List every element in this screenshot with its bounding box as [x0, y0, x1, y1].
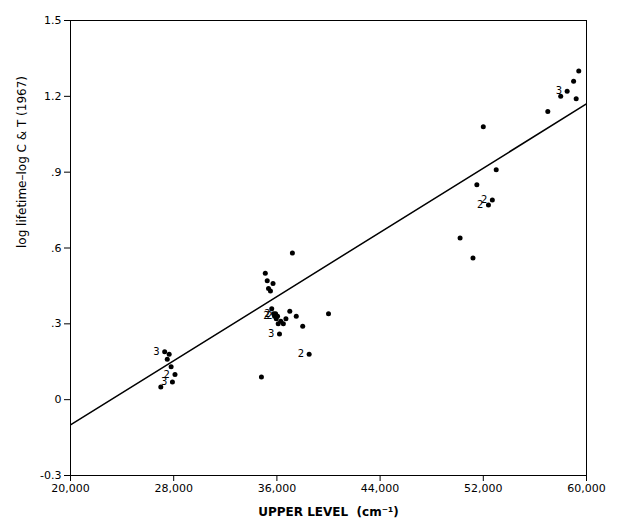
svg-text:1.2: 1.2 — [44, 90, 62, 103]
svg-text:-0.3: -0.3 — [40, 469, 61, 482]
svg-text:20,000: 20,000 — [51, 482, 90, 495]
svg-text:3: 3 — [556, 85, 562, 96]
svg-text:3: 3 — [161, 376, 168, 388]
svg-text:3: 3 — [153, 346, 159, 357]
svg-text:.6: .6 — [51, 242, 62, 255]
svg-text:2: 2 — [164, 369, 170, 380]
svg-text:2: 2 — [298, 348, 304, 359]
svg-text:.9: .9 — [51, 166, 62, 179]
svg-text:60,000: 60,000 — [567, 482, 606, 495]
svg-text:28,000: 28,000 — [154, 482, 193, 495]
svg-text:.3: .3 — [51, 317, 62, 330]
svg-text:52,000: 52,000 — [464, 482, 503, 495]
svg-text:36,000: 36,000 — [258, 482, 297, 495]
svg-text:0: 0 — [55, 393, 62, 406]
svg-text:44,000: 44,000 — [361, 482, 400, 495]
svg-text:1.5: 1.5 — [44, 14, 62, 27]
svg-text:2: 2 — [481, 194, 487, 205]
svg-text:2: 2 — [266, 310, 272, 321]
svg-text:3: 3 — [268, 328, 274, 339]
svg-text:UPPER LEVEL (cm⁻¹): UPPER LEVEL (cm⁻¹) — [258, 505, 398, 519]
svg-text:log lifetime–log C & T (1967): log lifetime–log C & T (1967) — [15, 76, 29, 248]
